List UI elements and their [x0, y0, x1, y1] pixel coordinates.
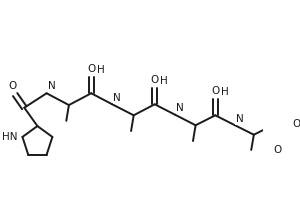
Text: OH: OH: [292, 119, 300, 129]
Text: H: H: [221, 87, 229, 97]
Text: O: O: [211, 86, 219, 96]
Text: O: O: [273, 145, 282, 155]
Text: HN: HN: [2, 132, 18, 142]
Text: N: N: [113, 93, 121, 103]
Text: H: H: [160, 76, 168, 86]
Text: O: O: [151, 75, 159, 85]
Text: H: H: [97, 65, 105, 75]
Text: N: N: [176, 104, 184, 113]
Text: O: O: [87, 64, 95, 74]
Text: O: O: [8, 82, 16, 91]
Text: N: N: [48, 81, 56, 91]
Text: N: N: [236, 114, 244, 124]
